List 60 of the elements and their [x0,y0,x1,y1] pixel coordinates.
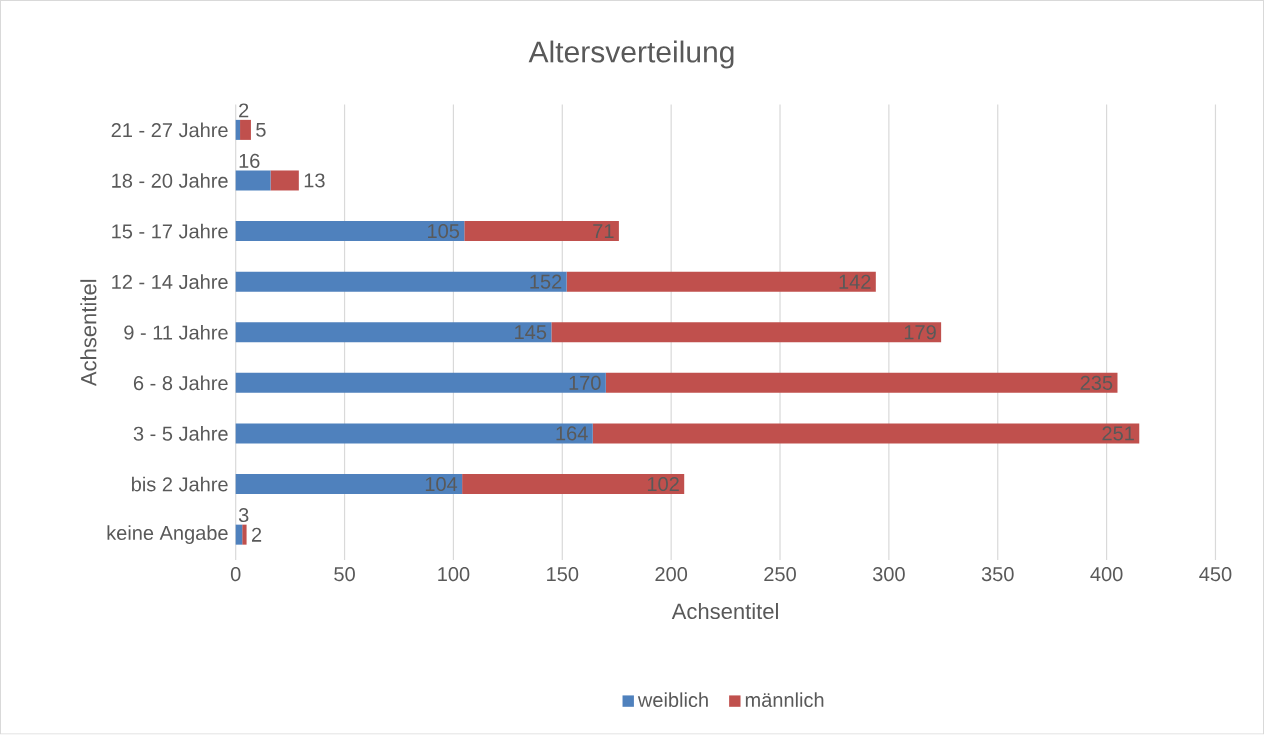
data-label: 104 [425,477,458,492]
data-label: 13 [304,173,325,188]
data-label: 235 [1080,375,1113,391]
bar [464,221,619,242]
data-label: 152 [530,274,562,289]
y-tick-label: 9 - 11 Jahre [124,325,228,340]
y-tick-label: 18 - 20 Jahre [112,173,228,189]
legend-label: männlich [745,692,824,708]
data-label: 102 [647,477,679,492]
bar [235,170,271,191]
y-tick-label: bis 2 Jahre [132,476,228,492]
bar [242,524,247,545]
bar [566,271,876,292]
bar [240,120,251,141]
bar [270,170,299,191]
y-tick-label: 6 - 8 Jahre [133,375,228,391]
data-label: 145 [515,325,547,340]
data-label: 71 [593,224,614,239]
data-label: 2 [251,527,262,542]
x-tick-label: 250 [764,567,796,582]
bar [605,373,1118,394]
data-label: 2 [239,103,249,118]
data-label: 142 [839,274,871,289]
bar [235,423,593,444]
bar [235,271,567,292]
bar [592,423,1140,444]
data-label: 105 [428,224,460,239]
y-tick-label: 3 - 5 Jahre [133,426,228,441]
bar [235,221,465,242]
x-tick-label: 200 [655,567,688,582]
data-label: 179 [904,325,936,340]
x-tick-label: 300 [872,567,905,582]
data-label: 16 [239,153,260,169]
data-label: 3 [238,508,249,523]
bar [551,322,942,343]
chart-title: Altersverteilung [528,40,734,69]
bar [235,524,243,545]
y-tick-label: 15 - 17 Jahre [112,223,228,239]
x-tick-label: 150 [547,567,579,582]
data-label: 170 [569,375,601,391]
data-label: 164 [556,426,588,441]
bar [235,474,463,495]
bar [235,322,552,343]
x-tick-label: 400 [1090,567,1123,582]
x-tick-label: 350 [981,567,1014,582]
bar [235,120,241,141]
y-tick-label: 21 - 27 Jahre [111,122,228,138]
y-tick-label: 12 - 14 Jahre [112,274,228,290]
data-label: 5 [256,123,266,138]
y-tick-label: keine Angabe [107,525,228,545]
legend-label: weiblich [637,692,708,708]
y-axis-title: Achsentitel [80,280,97,387]
bar [462,474,685,495]
x-tick-label: 50 [334,567,355,582]
x-tick-label: 100 [438,567,470,582]
data-label: 251 [1102,426,1134,441]
x-tick-label: 0 [230,567,241,582]
x-axis-title: Achsentitel [671,603,778,620]
x-tick-label: 450 [1199,567,1232,582]
bar [235,373,606,394]
